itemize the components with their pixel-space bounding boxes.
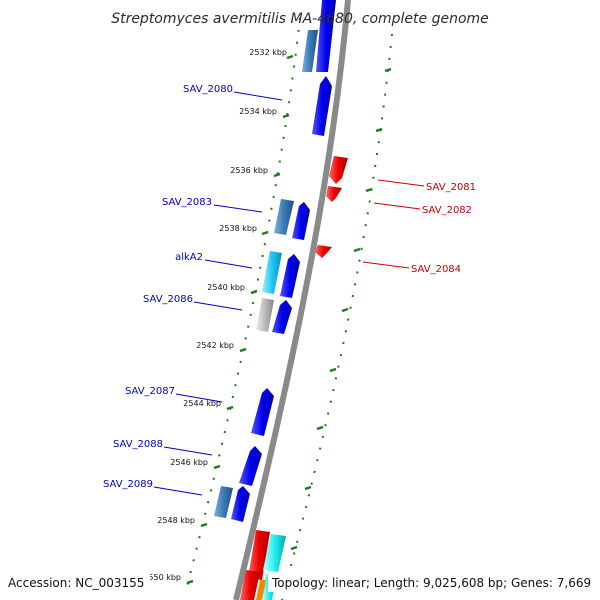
label-connector	[163, 446, 213, 456]
gene-blue	[280, 254, 300, 298]
gene-label-left[interactable]: SAV_2086	[143, 294, 193, 305]
kbp-label: 2534 kbp	[239, 107, 277, 116]
label-connector	[377, 179, 425, 187]
gene-red	[326, 186, 342, 202]
kbp-label: 2542 kbp	[196, 341, 234, 350]
gene-label-right[interactable]: SAV_2081	[426, 182, 476, 193]
kbp-label: 550 kbp	[148, 573, 181, 582]
scale-tick	[353, 247, 361, 253]
scale-tick	[213, 464, 221, 470]
scale-tick	[341, 307, 349, 313]
gene-blue	[312, 76, 332, 136]
label-connector	[362, 261, 410, 269]
scale-tick	[250, 289, 258, 295]
gene-label-right[interactable]: SAV_2082	[422, 205, 472, 216]
scale-ticks	[186, 54, 392, 585]
gene-steel	[274, 199, 294, 235]
gene-blue	[316, 0, 336, 72]
label-connector	[153, 486, 203, 496]
topology-text: Topology: linear; Length: 9,025,608 bp; …	[271, 576, 591, 590]
accession-backdrop	[4, 572, 150, 592]
scale-tick	[273, 172, 281, 178]
label-connector	[193, 301, 243, 311]
kbp-label: 2544 kbp	[183, 399, 221, 408]
label-connector	[175, 393, 223, 403]
scale-tick	[304, 485, 312, 491]
gene-red	[315, 245, 332, 258]
gene-aqua	[263, 534, 286, 572]
scale-tick	[290, 545, 298, 551]
scale-tick	[226, 405, 234, 411]
kbp-label: 2538 kbp	[219, 224, 257, 233]
kbp-label: 2548 kbp	[157, 516, 195, 525]
scale-tick	[261, 230, 269, 236]
gene-blue	[272, 300, 292, 334]
scale-tick	[282, 113, 290, 119]
scale-tick	[316, 425, 324, 431]
topology-backdrop	[268, 572, 596, 592]
label-connector	[373, 202, 421, 210]
gene-steel	[214, 486, 233, 518]
gene-label-left[interactable]: SAV_2087	[125, 386, 175, 397]
kbp-label: 2536 kbp	[230, 166, 268, 175]
kbp-label: 2532 kbp	[249, 48, 287, 57]
gene-red	[329, 156, 348, 184]
gene-label-right[interactable]: SAV_2084	[411, 264, 461, 275]
gene-grey	[256, 298, 274, 332]
gene-orange	[256, 580, 266, 600]
genome-title: Streptomyces avermitilis MA-4680, comple…	[111, 11, 489, 27]
genome-backbone	[233, 0, 351, 600]
gene-label-left[interactable]: SAV_2080	[183, 84, 233, 95]
scale-tick	[200, 522, 208, 528]
gene-label-left[interactable]: SAV_2088	[113, 439, 163, 450]
scale-tick	[384, 67, 392, 73]
label-connector	[233, 91, 283, 101]
scale-tick	[375, 127, 383, 133]
scale-tick	[329, 367, 337, 373]
label-connectors	[153, 91, 425, 496]
kbp-label: 2546 kbp	[170, 458, 208, 467]
gene-steel	[302, 30, 318, 72]
scale-tick	[286, 54, 294, 60]
gene-cyan	[262, 251, 282, 294]
label-connector	[204, 259, 253, 269]
scale-tick	[239, 347, 247, 353]
gene-label-left[interactable]: SAV_2083	[162, 197, 212, 208]
gene-red	[248, 530, 270, 580]
label-connector	[213, 204, 263, 213]
kbp-label: 2540 kbp	[207, 283, 245, 292]
gene-red	[240, 570, 260, 600]
gene-blue	[239, 446, 262, 486]
gene-label-left[interactable]: alkA2	[175, 252, 203, 263]
accession-text: Accession: NC_003155	[8, 576, 144, 590]
scale-tick	[186, 579, 194, 585]
gene-blue	[292, 202, 310, 240]
gene-blue	[231, 486, 250, 522]
gene-blue	[251, 388, 274, 436]
scale-tick	[365, 187, 373, 193]
gene-label-left[interactable]: SAV_2089	[103, 479, 153, 490]
